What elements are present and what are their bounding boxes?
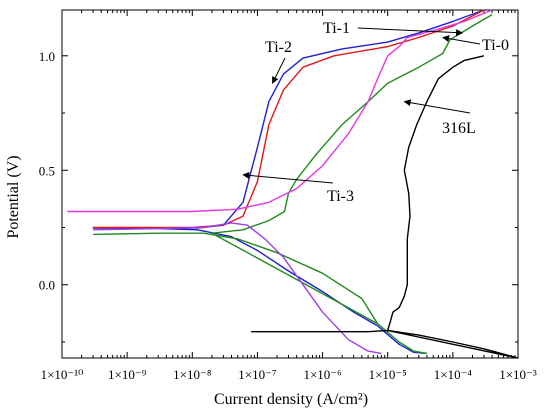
x-tick-label: 1×10⁻⁵ [369,367,407,382]
series-line-ti-3 [67,9,493,213]
y-axis-title: Potential (V) [5,155,22,238]
series-tail-ti-0 [377,323,428,355]
series-layer [67,9,519,359]
annotation-label-ti-0: Ti-0 [482,37,509,54]
y-tick-label: 1.0 [39,49,55,64]
annotation-arrow-ti-1 [357,27,464,37]
annotation-arrow-ti-0 [442,35,481,45]
plot-frame [61,9,519,359]
annotation-label-316l: 316L [442,120,476,137]
x-tick-label: 1×10⁻⁸ [173,367,212,382]
annotation-label-ti-3: Ti-3 [327,188,354,205]
annotation-label-ti-1: Ti-1 [323,20,350,37]
x-tick-label: 1×10⁻⁴ [434,367,473,382]
x-axis-title: Current density (A/cm²) [214,391,368,408]
y-axis: 0.0 0.5 1.0 [39,49,518,343]
x-tick-label: 1×10⁻⁶ [303,367,341,382]
series-line-ti-2 [93,9,485,229]
annotation-label-ti-2: Ti-2 [265,39,292,56]
series-line-ti-1 [92,9,485,327]
x-tick-label: 1×10⁻⁹ [108,367,147,382]
plot-border [61,9,519,359]
x-tick-label: 1×10⁻⁷ [238,367,276,382]
x-tick-label: 1×10⁻³ [499,367,537,382]
annotation-arrow-ti-2 [271,57,286,84]
series-line-unlabelled-4 [93,222,382,355]
x-tick-label: 1×10⁻¹⁰ [41,367,84,382]
y-tick-label: 0.5 [39,163,55,178]
y-tick-label: 0.0 [39,278,55,293]
annotation-arrow-ti-3 [242,171,334,184]
series-line-316l [251,55,519,359]
annotation-arrow-316l [403,99,471,114]
series-line-ti-0 [93,13,493,325]
annotation-layer: Ti-1 Ti-2 Ti-0 316L Ti-3 [242,20,509,205]
x-axis: 1×10⁻¹⁰ 1×10⁻⁹ 1×10⁻⁸ 1×10⁻⁷ 1×10⁻⁶ 1×10⁻⁵ 1×1… [41,10,537,382]
